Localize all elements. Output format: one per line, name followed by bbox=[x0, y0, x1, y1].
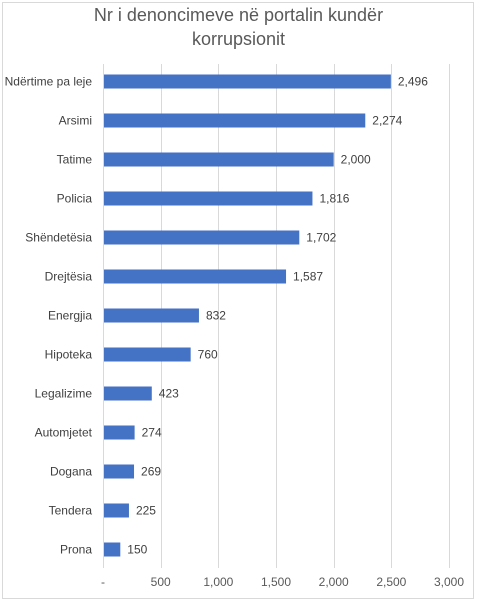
category-label-1: Arsimi bbox=[59, 114, 92, 128]
value-label-7: 760 bbox=[198, 348, 218, 362]
category-label-3: Policia bbox=[57, 192, 93, 206]
bar-12 bbox=[104, 542, 121, 557]
bar-3 bbox=[104, 191, 313, 206]
x-tick-label-3: 1,500 bbox=[261, 575, 291, 589]
bar-4 bbox=[104, 230, 300, 245]
category-label-6: Energjia bbox=[48, 309, 92, 323]
category-label-4: Shëndetësia bbox=[25, 231, 92, 245]
category-label-10: Dogana bbox=[50, 465, 92, 479]
category-label-12: Prona bbox=[60, 543, 92, 557]
bar-2 bbox=[104, 152, 334, 167]
bar-8 bbox=[104, 386, 152, 401]
category-label-7: Hipoteka bbox=[45, 348, 93, 362]
value-label-1: 2,274 bbox=[372, 114, 402, 128]
category-label-2: Tatime bbox=[57, 153, 93, 167]
value-label-12: 150 bbox=[127, 543, 147, 557]
value-label-10: 269 bbox=[141, 465, 161, 479]
x-tick-label-6: 3,000 bbox=[434, 575, 464, 589]
value-label-5: 1,587 bbox=[293, 270, 323, 284]
category-label-11: Tendera bbox=[49, 504, 93, 518]
value-label-4: 1,702 bbox=[306, 231, 336, 245]
bar-5 bbox=[104, 269, 287, 284]
x-tick-label-0: - bbox=[101, 575, 105, 589]
bar-6 bbox=[104, 308, 199, 323]
x-tick-label-2: 1,000 bbox=[203, 575, 233, 589]
bar-9 bbox=[104, 425, 135, 440]
value-label-2: 2,000 bbox=[341, 153, 371, 167]
chart-title-line-2: korrupsionit bbox=[191, 29, 286, 49]
bar-1 bbox=[104, 113, 366, 128]
value-label-3: 1,816 bbox=[319, 192, 349, 206]
category-label-5: Drejtësia bbox=[45, 270, 93, 284]
chart-title: Nr i denoncimeve në portalin kundër korr… bbox=[0, 3, 477, 51]
value-label-11: 225 bbox=[136, 504, 156, 518]
x-tick-label-1: 500 bbox=[151, 575, 171, 589]
bar-7 bbox=[104, 347, 191, 362]
x-tick-label-5: 2,500 bbox=[376, 575, 406, 589]
category-label-0: Ndërtime pa leje bbox=[5, 75, 93, 89]
value-label-6: 832 bbox=[206, 309, 226, 323]
category-label-9: Automjetet bbox=[35, 426, 93, 440]
value-label-0: 2,496 bbox=[398, 75, 428, 89]
value-label-9: 274 bbox=[142, 426, 162, 440]
x-tick-label-4: 2,000 bbox=[319, 575, 349, 589]
category-label-8: Legalizime bbox=[35, 387, 93, 401]
bar-11 bbox=[104, 503, 129, 518]
value-label-8: 423 bbox=[159, 387, 179, 401]
bar-10 bbox=[104, 464, 135, 479]
chart-title-line-1: Nr i denoncimeve në portalin kundër bbox=[93, 5, 384, 25]
bar-0 bbox=[104, 74, 391, 89]
